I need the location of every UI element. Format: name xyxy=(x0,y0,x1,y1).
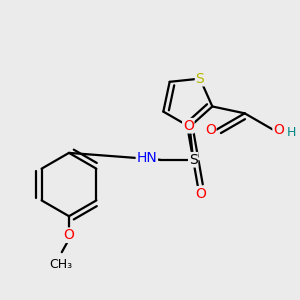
Text: O: O xyxy=(64,228,74,242)
Text: HN: HN xyxy=(136,151,157,165)
Text: S: S xyxy=(189,153,197,167)
Text: O: O xyxy=(205,123,216,137)
Text: O: O xyxy=(196,187,206,201)
Text: H: H xyxy=(287,126,297,139)
Text: S: S xyxy=(196,72,204,86)
Text: O: O xyxy=(183,119,194,133)
Text: O: O xyxy=(273,123,284,137)
Text: CH₃: CH₃ xyxy=(49,258,72,271)
